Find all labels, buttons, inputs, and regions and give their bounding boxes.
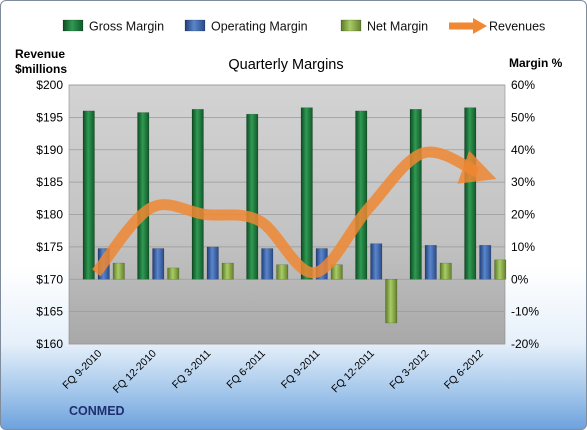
right-axis-ticks: -20% -10% 0% 10% 20% 30% 40% 50% 60% (511, 78, 539, 351)
legend: Gross Margin Operating Margin Net Margin Re… (62, 18, 545, 34)
right-tick-label: 60% (511, 78, 535, 92)
legend-label: Net Margin (367, 20, 428, 34)
legend-swatch (340, 19, 362, 32)
gross-margin-bar (464, 107, 477, 280)
left-tick-label: $185 (36, 175, 63, 189)
right-tick-label: 0% (511, 272, 529, 286)
right-tick-label: 20% (511, 208, 535, 222)
operating-margin-bar (261, 248, 274, 280)
bars (82, 107, 507, 324)
net-margin-bar (112, 262, 125, 280)
gross-margin-bar (137, 112, 150, 280)
operating-margin-bar (206, 246, 219, 280)
category-label: FQ 9-2011 (279, 348, 323, 392)
category-label: FQ 3-2012 (387, 348, 431, 392)
left-tick-label: $190 (36, 143, 63, 157)
category-label: FQ 6-2012 (442, 348, 486, 392)
operating-margin-bar (424, 245, 437, 280)
left-axis-title-line1: Revenue (15, 47, 65, 61)
right-tick-label: 40% (511, 143, 535, 157)
revenue-line (91, 146, 497, 279)
legend-swatch (184, 19, 206, 32)
net-margin-bar (330, 264, 343, 280)
left-tick-label: $175 (36, 240, 63, 254)
net-margin-bar (439, 262, 452, 280)
left-tick-label: $195 (36, 110, 63, 124)
gross-margin-bar (355, 110, 368, 280)
legend-label: Gross Margin (89, 20, 164, 34)
gross-margin-bar (82, 110, 95, 280)
operating-margin-bar (370, 243, 383, 280)
left-tick-label: $165 (36, 305, 63, 319)
left-tick-label: $200 (36, 78, 63, 92)
category-label: FQ 3-2011 (170, 348, 214, 392)
right-tick-label: 10% (511, 240, 535, 254)
net-margin-bar (221, 262, 234, 280)
revenue-line-path (91, 146, 497, 279)
left-tick-label: $160 (36, 337, 63, 351)
category-label: FQ 9-2010 (60, 348, 104, 392)
net-margin-bar (494, 259, 507, 280)
gross-margin-bar (300, 107, 313, 280)
right-tick-label: 30% (511, 175, 535, 189)
net-margin-bar (385, 279, 398, 324)
right-tick-label: 50% (511, 110, 535, 124)
legend-swatch (62, 19, 84, 32)
legend-label: Operating Margin (211, 20, 308, 34)
net-margin-bar (276, 264, 289, 280)
category-label: FQ 12-2011 (329, 348, 377, 396)
category-label: FQ 12-2010 (111, 348, 159, 396)
gross-margin-bar (191, 109, 204, 280)
operating-margin-bar (479, 245, 492, 280)
right-tick-label: -20% (511, 337, 539, 351)
legend-swatch-arrow (473, 18, 487, 34)
operating-margin-bar (152, 248, 165, 280)
gross-margin-bar (409, 109, 422, 280)
category-labels: FQ 9-2010 FQ 12-2010 FQ 3-2011 FQ 6-2011 FQ … (60, 348, 486, 396)
left-axis-ticks: $160 $165 $170 $175 $180 $185 $190 $195 $200 (36, 78, 63, 351)
gross-margin-bar (246, 113, 259, 280)
left-tick-label: $180 (36, 208, 63, 222)
right-axis-title: Margin % (509, 56, 563, 70)
right-tick-label: -10% (511, 305, 539, 319)
left-tick-label: $170 (36, 272, 63, 286)
chart-title: Quarterly Margins (228, 57, 343, 73)
brand-label: CONMED (69, 404, 125, 418)
net-margin-bar (167, 267, 180, 280)
category-label: FQ 6-2011 (224, 348, 268, 392)
legend-label: Revenues (489, 20, 545, 34)
left-axis-title-line2: $millions (15, 62, 67, 76)
